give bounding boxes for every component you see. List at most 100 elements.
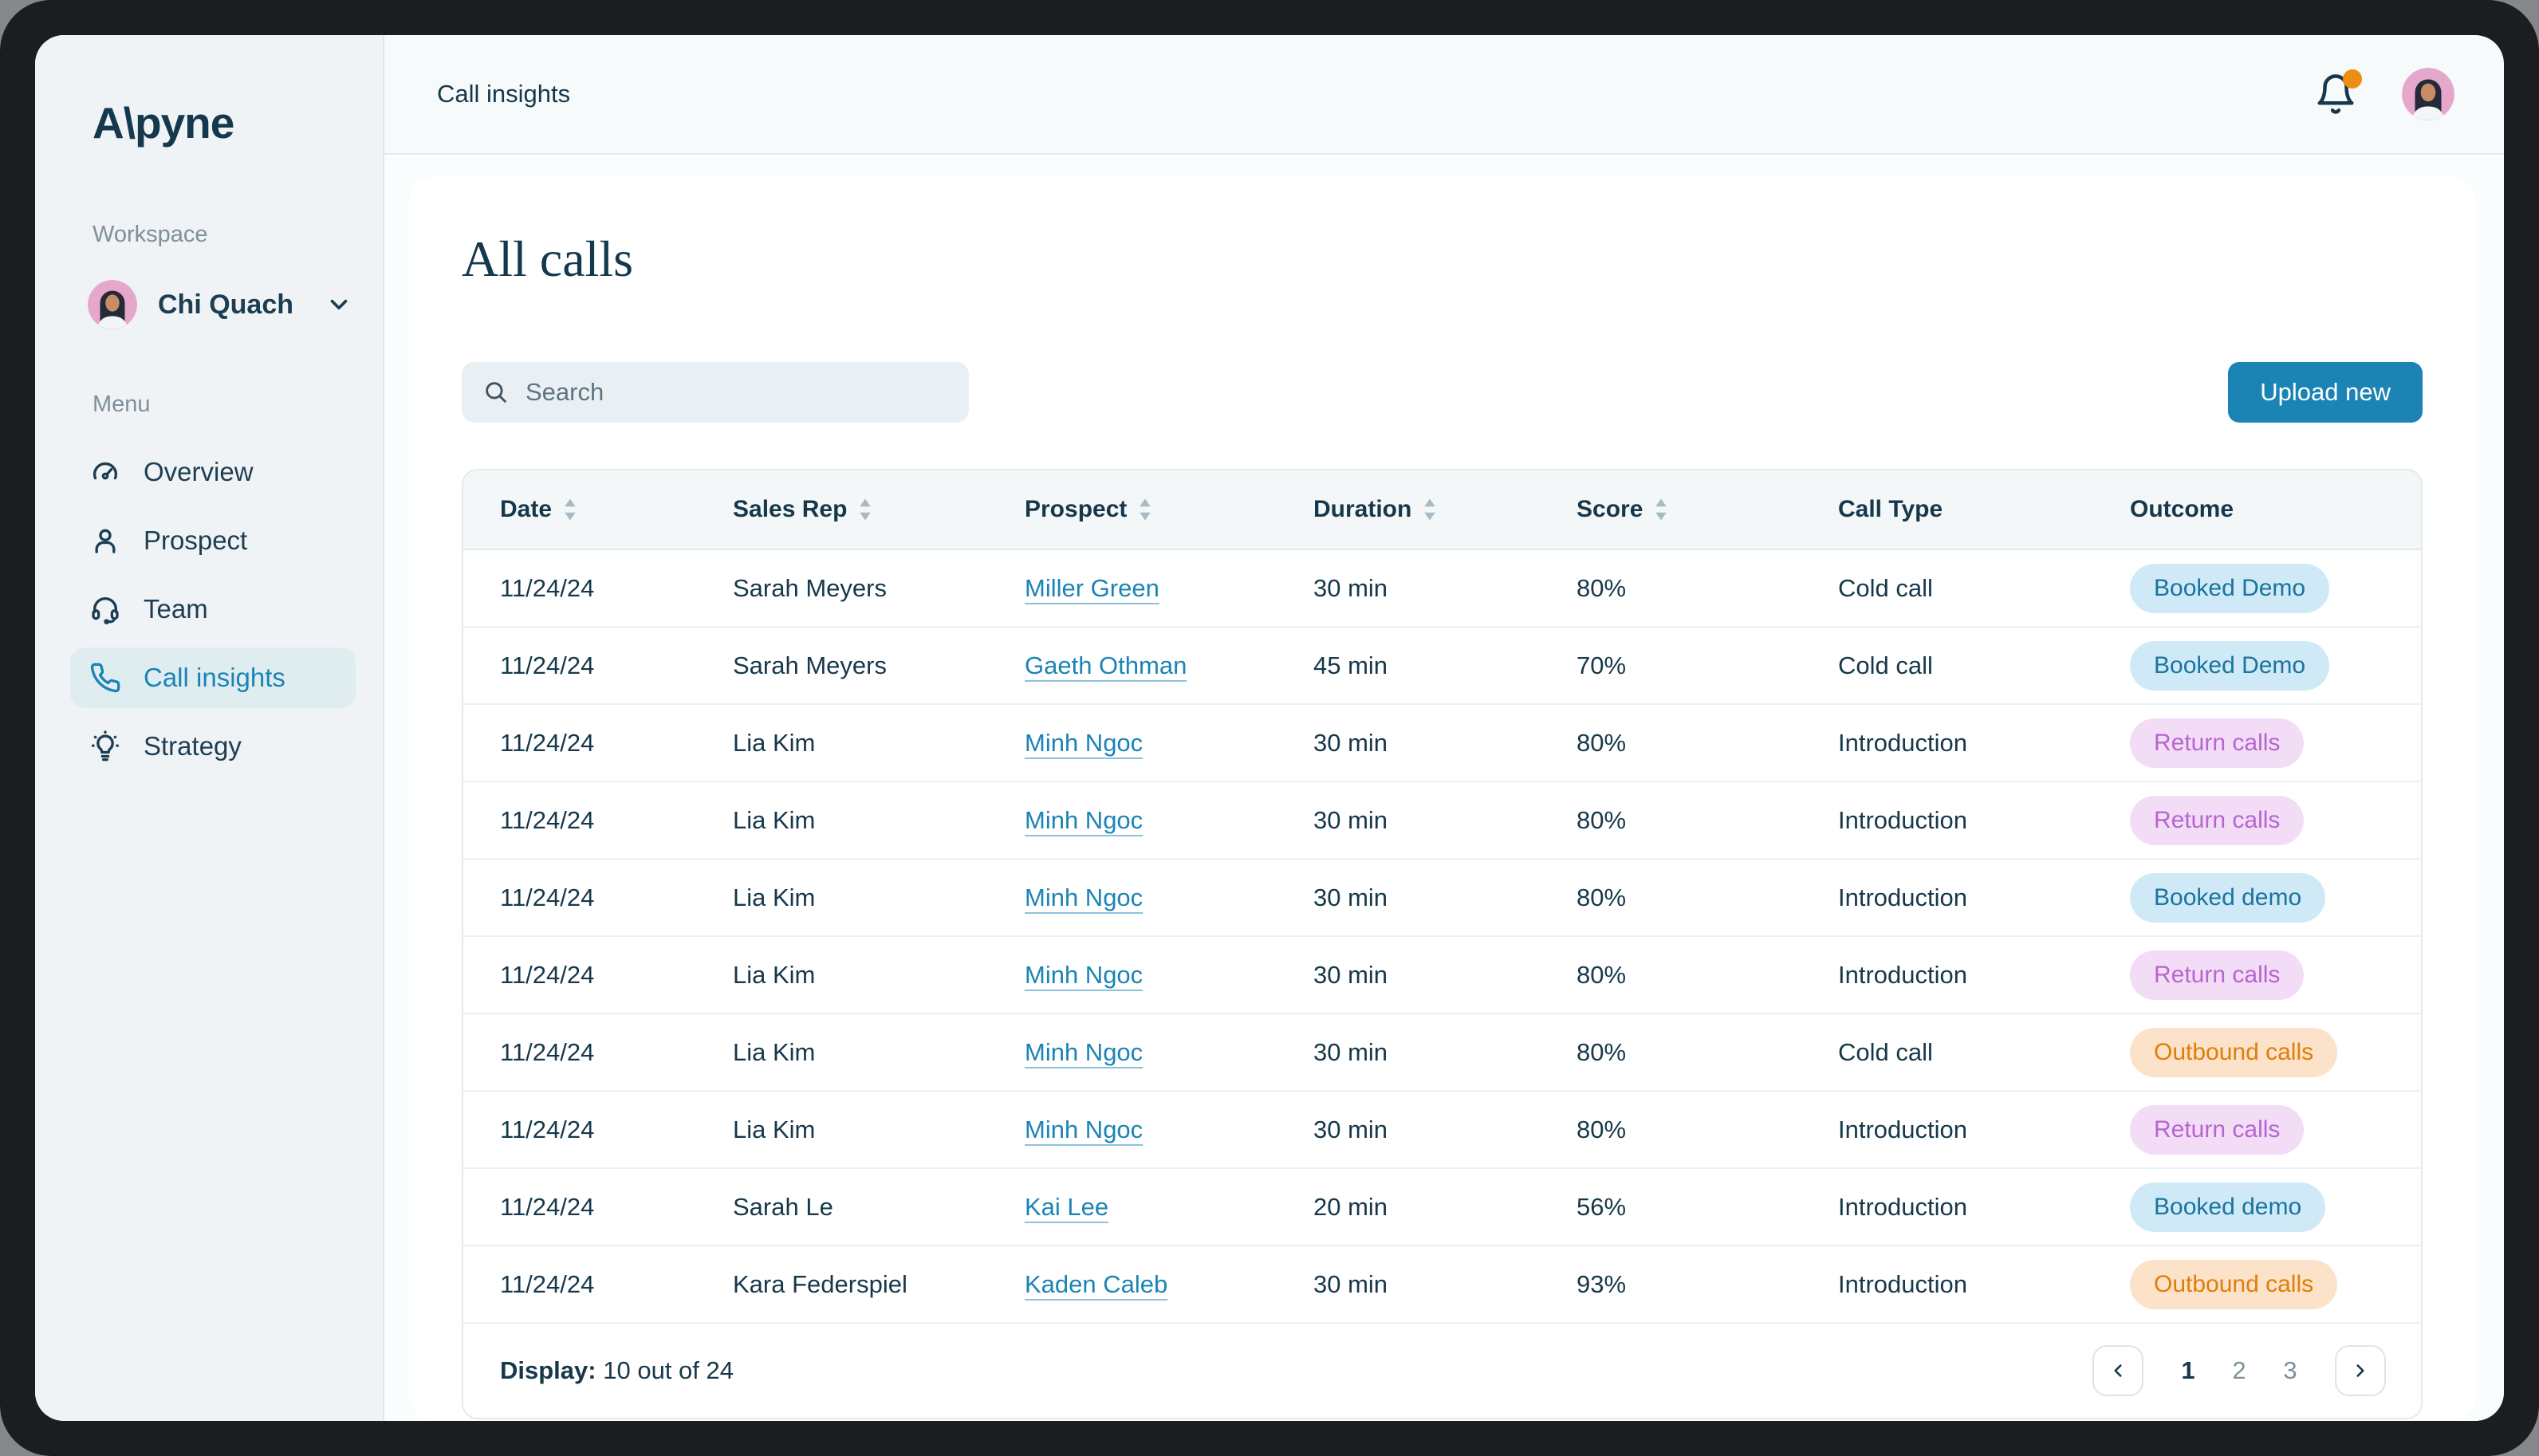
topbar: Call insights xyxy=(384,35,2504,155)
column-header-outcome: Outcome xyxy=(2130,496,2421,523)
cell-score: 80% xyxy=(1577,805,1627,834)
sort-icon xyxy=(1654,498,1668,521)
upload-new-button[interactable]: Upload new xyxy=(2228,362,2423,423)
cell-sales-rep: Sarah Meyers xyxy=(733,573,887,602)
content-area: All calls Upload new Date Sales Rep Prospe… xyxy=(384,155,2504,1421)
cell-call-type: Cold call xyxy=(1838,1037,1933,1066)
prospect-link[interactable]: Minh Ngoc xyxy=(1025,1115,1144,1143)
calls-table: Date Sales Rep Prospect Duration Score Call T… xyxy=(462,469,2423,1419)
cell-call-type: Introduction xyxy=(1838,1192,1967,1221)
sort-icon xyxy=(563,498,577,521)
table-row[interactable]: 11/24/24 Lia Kim Minh Ngoc 30 min 80% In… xyxy=(463,705,2421,782)
sidebar-item-call-insights[interactable]: Call insights xyxy=(70,647,356,708)
cell-duration: 45 min xyxy=(1313,651,1388,679)
table-row[interactable]: 11/24/24 Sarah Meyers Gaeth Othman 45 mi… xyxy=(463,628,2421,705)
table-body: 11/24/24 Sarah Meyers Miller Green 30 mi… xyxy=(463,550,2421,1324)
table-row[interactable]: 11/24/24 Lia Kim Minh Ngoc 30 min 80% In… xyxy=(463,937,2421,1014)
chevron-left-icon xyxy=(2108,1360,2128,1381)
next-page-button[interactable] xyxy=(2335,1345,2386,1396)
cell-score: 80% xyxy=(1577,1037,1627,1066)
chevron-right-icon xyxy=(2350,1360,2371,1381)
cell-duration: 30 min xyxy=(1313,1269,1388,1298)
page-number-2[interactable]: 2 xyxy=(2232,1356,2246,1384)
column-header-duration[interactable]: Duration xyxy=(1313,496,1577,523)
outcome-badge: Booked demo xyxy=(2130,1182,2326,1232)
display-count: Display: 10 out of 24 xyxy=(500,1356,734,1385)
table-row[interactable]: 11/24/24 Sarah Le Kai Lee 20 min 56% Int… xyxy=(463,1169,2421,1246)
prospect-link[interactable]: Kai Lee xyxy=(1025,1192,1109,1221)
table-row[interactable]: 11/24/24 Lia Kim Minh Ngoc 30 min 80% In… xyxy=(463,860,2421,937)
column-header-date[interactable]: Date xyxy=(500,496,733,523)
cell-duration: 30 min xyxy=(1313,1115,1388,1143)
user-avatar[interactable] xyxy=(2402,68,2454,120)
sidebar-item-overview[interactable]: Overview xyxy=(70,442,356,502)
cell-date: 11/24/24 xyxy=(500,960,595,989)
prospect-link[interactable]: Minh Ngoc xyxy=(1025,883,1144,911)
cell-date: 11/24/24 xyxy=(500,651,595,679)
notifications-button[interactable] xyxy=(2314,69,2362,116)
column-label: Prospect xyxy=(1025,496,1128,522)
column-label: Duration xyxy=(1313,496,1412,522)
prospect-link[interactable]: Minh Ngoc xyxy=(1025,960,1144,989)
previous-page-button[interactable] xyxy=(2092,1345,2143,1396)
prospect-link[interactable]: Minh Ngoc xyxy=(1025,805,1144,834)
sidebar-item-label: Prospect xyxy=(144,525,248,555)
cell-sales-rep: Lia Kim xyxy=(733,728,816,757)
column-label: Date xyxy=(500,496,553,522)
sidebar-menu: Overview Prospect Team xyxy=(70,442,356,777)
table-row[interactable]: 11/24/24 Lia Kim Minh Ngoc 30 min 80% In… xyxy=(463,782,2421,860)
column-header-call-type: Call Type xyxy=(1838,496,2130,523)
main-area: Call insights xyxy=(384,35,2504,1421)
cell-score: 80% xyxy=(1577,960,1627,989)
column-label: Call Type xyxy=(1838,496,1943,522)
cell-duration: 30 min xyxy=(1313,960,1388,989)
cell-score: 80% xyxy=(1577,883,1627,911)
prospect-link[interactable]: Minh Ngoc xyxy=(1025,1037,1144,1066)
cell-sales-rep: Lia Kim xyxy=(733,1037,816,1066)
prospect-link[interactable]: Kaden Caleb xyxy=(1025,1269,1168,1298)
column-header-prospect[interactable]: Prospect xyxy=(1025,496,1313,523)
outcome-badge: Booked Demo xyxy=(2130,563,2330,613)
table-row[interactable]: 11/24/24 Lia Kim Minh Ngoc 30 min 80% In… xyxy=(463,1092,2421,1169)
outcome-badge: Booked demo xyxy=(2130,872,2326,923)
sidebar-item-prospect[interactable]: Prospect xyxy=(70,510,356,571)
cell-date: 11/24/24 xyxy=(500,728,595,757)
cell-sales-rep: Lia Kim xyxy=(733,960,816,989)
prospect-link[interactable]: Gaeth Othman xyxy=(1025,651,1187,679)
cell-call-type: Introduction xyxy=(1838,1269,1967,1298)
display-value: 10 out of 24 xyxy=(603,1356,734,1384)
column-header-sales-rep[interactable]: Sales Rep xyxy=(733,496,1025,523)
outcome-badge: Outbound calls xyxy=(2130,1259,2338,1309)
column-label: Score xyxy=(1577,496,1643,522)
person-icon xyxy=(89,525,121,557)
column-header-score[interactable]: Score xyxy=(1577,496,1838,523)
table-row[interactable]: 11/24/24 Kara Federspiel Kaden Caleb 30 … xyxy=(463,1246,2421,1324)
column-label: Outcome xyxy=(2130,496,2234,522)
prospect-link[interactable]: Miller Green xyxy=(1025,573,1159,602)
cell-date: 11/24/24 xyxy=(500,1269,595,1298)
page-number-1[interactable]: 1 xyxy=(2181,1356,2195,1384)
sidebar-item-label: Strategy xyxy=(144,731,242,761)
page-number-3[interactable]: 3 xyxy=(2283,1356,2297,1384)
headset-icon xyxy=(89,593,121,625)
sidebar-item-team[interactable]: Team xyxy=(70,579,356,639)
table-row[interactable]: 11/24/24 Lia Kim Minh Ngoc 30 min 80% Co… xyxy=(463,1014,2421,1092)
search-input[interactable] xyxy=(526,378,948,407)
app-window: A\pyne Workspace Chi Quach xyxy=(35,35,2504,1421)
cell-duration: 30 min xyxy=(1313,573,1388,602)
outcome-badge: Return calls xyxy=(2130,795,2305,845)
cell-duration: 30 min xyxy=(1313,1037,1388,1066)
cell-date: 11/24/24 xyxy=(500,1115,595,1143)
cell-sales-rep: Sarah Meyers xyxy=(733,651,887,679)
table-row[interactable]: 11/24/24 Sarah Meyers Miller Green 30 mi… xyxy=(463,550,2421,628)
prospect-link[interactable]: Minh Ngoc xyxy=(1025,728,1144,757)
workspace-avatar xyxy=(88,280,137,329)
bell-icon xyxy=(2317,74,2354,114)
sidebar-item-strategy[interactable]: Strategy xyxy=(70,716,356,777)
menu-section-label: Menu xyxy=(93,392,151,417)
notification-dot xyxy=(2343,69,2362,89)
cell-date: 11/24/24 xyxy=(500,573,595,602)
outcome-badge: Outbound calls xyxy=(2130,1027,2338,1077)
lightbulb-icon xyxy=(89,730,121,762)
workspace-switcher[interactable]: Chi Quach xyxy=(88,280,356,329)
